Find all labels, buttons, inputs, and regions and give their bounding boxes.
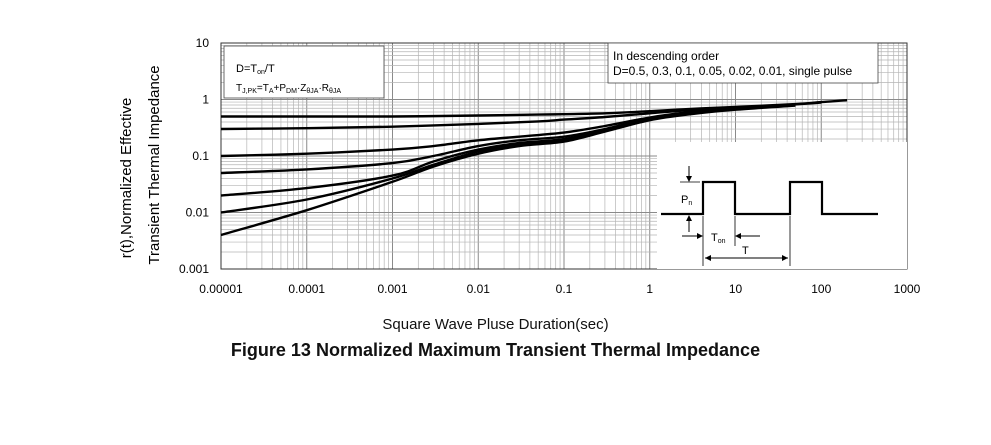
y-tick-label: 0.01 (186, 206, 210, 220)
y-tick-label: 1 (202, 93, 209, 107)
impedance-curve-7 (220, 104, 796, 237)
arrow-left-icon (735, 233, 741, 239)
series-order-annotation: In descending order D=0.5, 0.3, 0.1, 0.0… (607, 42, 879, 84)
y-tick-label: 0.001 (179, 262, 209, 276)
arrow-left-icon (705, 255, 711, 261)
duty-cycle-formula: D=Ton/T (236, 63, 275, 76)
x-tick-label: 100 (811, 282, 831, 296)
impedance-curves (220, 99, 848, 237)
arrow-right-icon (782, 255, 788, 261)
arrow-up-icon (686, 215, 692, 221)
x-tick-label: 0.1 (556, 282, 573, 296)
formula-annotation: D=Ton/T TJ,PK=TA+PDM·ZθJA·RθJA (223, 45, 385, 99)
arrow-down-icon (686, 176, 692, 182)
x-tick-label: 1 (646, 282, 653, 296)
figure-caption: Figure 13 Normalized Maximum Transient T… (230, 340, 761, 360)
y-axis-label-line2: Transient Thermal Impedance (146, 65, 163, 264)
y-tick-label: 10 (196, 36, 210, 50)
period-label: T (742, 245, 749, 257)
x-axis-label: Square Wave Pluse Duration(sec) (382, 316, 609, 333)
x-tick-label: 10 (729, 282, 743, 296)
junction-temp-formula: TJ,PK=TA+PDM·ZθJA·RθJA (236, 83, 341, 95)
pulse-diagram-inset: Pn Ton T (657, 142, 907, 269)
series-order-heading: In descending order (613, 49, 719, 63)
x-tick-label: 0.01 (467, 282, 491, 296)
pulse-amplitude-label: Pn (681, 194, 692, 207)
x-tick-labels: 0.00001 0.0001 0.001 0.01 0.1 1 10 100 1000 (199, 282, 920, 296)
y-tick-label: 0.1 (192, 149, 209, 163)
x-tick-label: 1000 (894, 282, 921, 296)
pulse-waveform (661, 180, 878, 216)
y-tick-labels: 0.001 0.01 0.1 1 10 (179, 36, 209, 276)
y-axis-label-line1: r(t),Normalized Effective (118, 98, 135, 259)
x-tick-label: 0.001 (377, 282, 407, 296)
pulse-width-label: Ton (711, 232, 726, 245)
series-order-values: D=0.5, 0.3, 0.1, 0.05, 0.02, 0.01, singl… (613, 64, 852, 78)
x-tick-label: 0.0001 (288, 282, 325, 296)
x-tick-label: 0.00001 (199, 282, 243, 296)
arrow-right-icon (697, 233, 703, 239)
